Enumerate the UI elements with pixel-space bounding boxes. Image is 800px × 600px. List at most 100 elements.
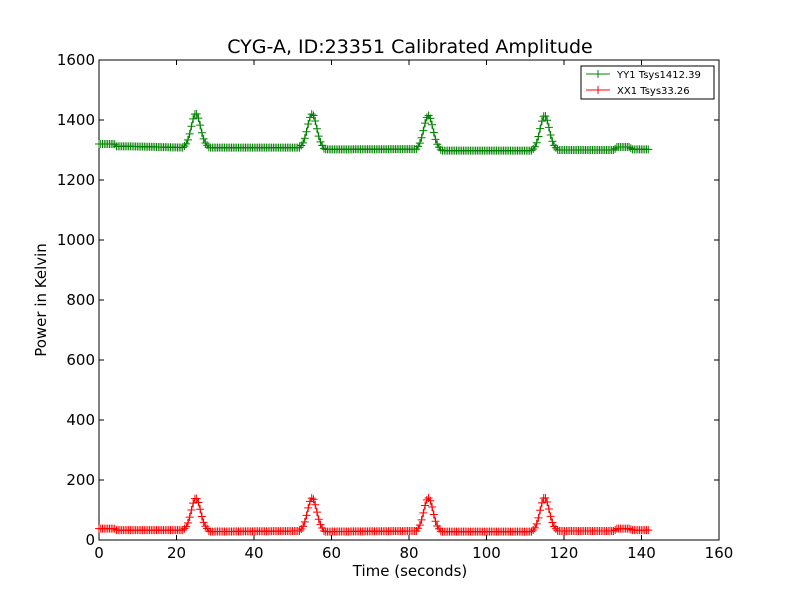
plot-area xyxy=(98,59,720,541)
data-point xyxy=(196,121,205,130)
data-point xyxy=(422,113,431,122)
data-point xyxy=(199,518,208,527)
data-point xyxy=(426,496,435,505)
data-point xyxy=(178,143,187,152)
data-point xyxy=(626,144,635,153)
data-point xyxy=(611,526,620,535)
data-point xyxy=(304,503,313,512)
data-point xyxy=(305,113,314,122)
y-tick-label: 1400 xyxy=(57,111,95,129)
data-point xyxy=(544,123,553,132)
data-point xyxy=(546,130,555,139)
data-point xyxy=(644,526,653,535)
data-point xyxy=(318,141,327,150)
data-point xyxy=(183,135,192,144)
data-point xyxy=(192,109,201,118)
data-point xyxy=(541,111,550,120)
data-point xyxy=(307,110,316,119)
data-point xyxy=(415,139,424,148)
data-point xyxy=(421,501,430,510)
data-point xyxy=(419,508,428,517)
data-point xyxy=(422,495,431,504)
data-point xyxy=(548,518,557,527)
data-point xyxy=(180,524,189,533)
data-point xyxy=(295,527,304,536)
y-tick-label: 400 xyxy=(66,411,95,429)
data-point xyxy=(546,512,555,521)
data-point xyxy=(548,137,557,146)
data-point xyxy=(309,495,318,504)
data-point xyxy=(534,132,543,141)
data-point xyxy=(415,521,424,530)
x-tick-label: 100 xyxy=(472,544,501,562)
data-point xyxy=(302,127,311,136)
x-tick-label: 0 xyxy=(94,544,104,562)
y-tick-label: 1000 xyxy=(57,231,95,249)
data-point xyxy=(192,494,201,503)
series-yy1 xyxy=(95,109,653,155)
data-point xyxy=(319,527,328,536)
x-tick-label: 40 xyxy=(244,544,263,562)
data-point xyxy=(197,512,206,521)
data-point xyxy=(307,494,316,503)
data-point xyxy=(180,142,189,151)
y-tick-label: 0 xyxy=(85,531,95,549)
data-point xyxy=(312,508,321,517)
data-point xyxy=(185,129,194,138)
legend-entry: XX1 Tsys33.26 xyxy=(586,86,690,97)
legend-label: YY1 Tsys1412.39 xyxy=(616,70,701,81)
y-tick-label: 1600 xyxy=(57,51,95,69)
data-point xyxy=(187,122,196,131)
y-tick-label: 1200 xyxy=(57,171,95,189)
legend-entry: YY1 Tsys1412.39 xyxy=(586,70,701,81)
data-point xyxy=(300,517,309,526)
data-point xyxy=(309,111,318,120)
data-point xyxy=(300,134,309,143)
data-point xyxy=(532,519,541,528)
data-point xyxy=(314,515,323,524)
data-point xyxy=(611,144,620,153)
data-point xyxy=(199,134,208,143)
data-point xyxy=(110,140,119,149)
legend-label: XX1 Tsys33.26 xyxy=(617,86,690,97)
data-point xyxy=(436,145,445,154)
data-point xyxy=(110,524,119,533)
data-point xyxy=(537,117,546,126)
data-point xyxy=(319,144,328,153)
x-tick-label: 160 xyxy=(705,544,734,562)
data-point xyxy=(194,114,203,123)
y-tick-label: 600 xyxy=(66,351,95,369)
data-point xyxy=(530,523,539,532)
axes-layer: 0 20 40 60 80 100 120 140 1600200400600800100012… xyxy=(57,51,734,562)
data-point xyxy=(532,138,541,147)
data-point xyxy=(417,515,426,524)
data-point xyxy=(429,510,438,519)
data-point xyxy=(316,137,325,146)
data-point xyxy=(312,124,321,133)
data-point xyxy=(529,526,538,535)
data-point xyxy=(311,500,320,509)
x-tick-label: 140 xyxy=(627,544,656,562)
data-point xyxy=(189,114,198,123)
data-point xyxy=(530,142,539,151)
x-axis-label: Time (seconds) xyxy=(352,562,468,580)
data-point xyxy=(196,505,205,514)
data-point xyxy=(314,132,323,141)
y-tick-label: 800 xyxy=(66,291,95,309)
data-point xyxy=(419,126,428,135)
data-point xyxy=(428,503,437,512)
data-point xyxy=(304,120,313,129)
data-point xyxy=(544,504,553,513)
data-point xyxy=(428,120,437,129)
series-xx1 xyxy=(95,493,653,536)
data-point xyxy=(178,526,187,535)
series-layer xyxy=(95,109,653,536)
data-point xyxy=(536,506,545,515)
data-point xyxy=(182,522,191,531)
data-point xyxy=(305,497,314,506)
data-point xyxy=(414,142,423,151)
data-point xyxy=(316,520,325,529)
data-point xyxy=(625,524,634,533)
data-point xyxy=(185,513,194,522)
data-point xyxy=(197,128,206,137)
